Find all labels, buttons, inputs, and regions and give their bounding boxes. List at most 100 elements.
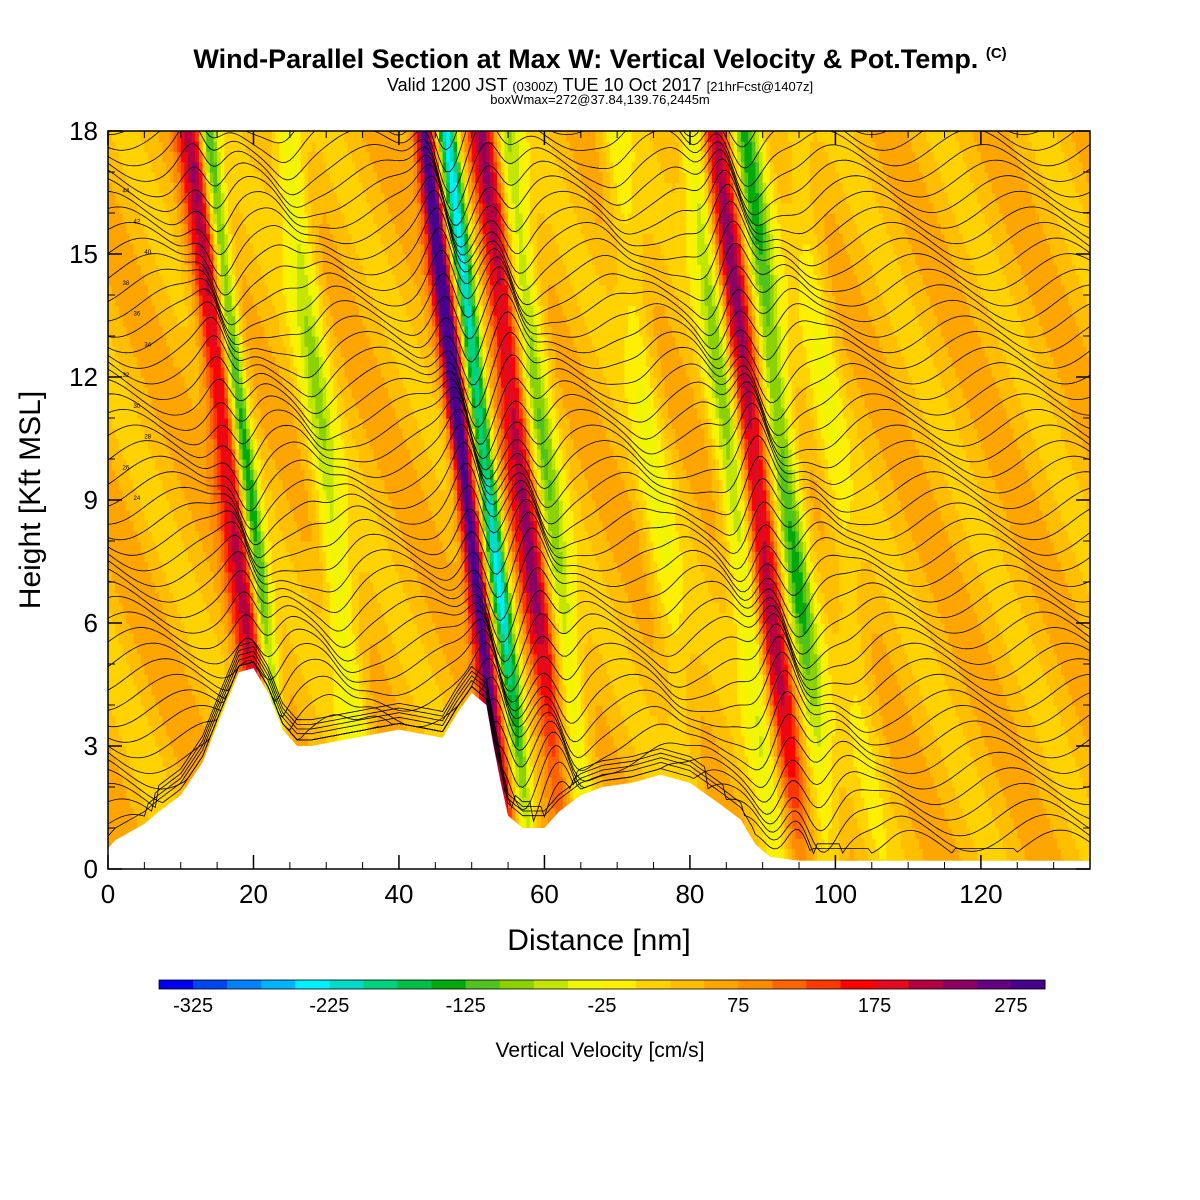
- field-cell: [249, 284, 255, 296]
- field-cell: [257, 243, 262, 255]
- field-cell: [326, 623, 331, 634]
- forecast-info: [21hrFcst@1407z]: [706, 79, 814, 94]
- field-cell: [282, 448, 287, 460]
- field-cell: [195, 202, 200, 214]
- field-cell: [304, 243, 309, 255]
- field-cell: [155, 623, 160, 634]
- field-cell: [111, 643, 116, 655]
- field-cell: [238, 479, 244, 491]
- field-cell: [300, 684, 305, 696]
- field-cell: [315, 182, 320, 194]
- field-cell: [351, 530, 356, 542]
- field-cell: [202, 592, 207, 604]
- field-cell: [206, 274, 211, 286]
- field-cell: [337, 305, 342, 317]
- field-cell: [213, 459, 218, 470]
- field-cell: [235, 438, 240, 450]
- field-cell: [115, 797, 120, 809]
- field-cell: [286, 664, 291, 675]
- field-cell: [173, 694, 178, 706]
- field-cell: [308, 623, 313, 634]
- field-cell: [224, 469, 229, 481]
- field-cell: [108, 356, 113, 368]
- field-cell: [133, 397, 138, 409]
- field-cell: [108, 756, 113, 768]
- field-cell: [315, 479, 320, 491]
- field-cell: [268, 561, 273, 573]
- field-cell: [188, 582, 193, 593]
- field-cell: [162, 561, 167, 573]
- field-cell: [231, 151, 236, 163]
- field-cell: [209, 418, 215, 429]
- field-cell: [253, 418, 258, 429]
- field-cell: [122, 510, 127, 522]
- field-cell: [224, 448, 229, 460]
- field-cell: [318, 684, 324, 696]
- field-cell: [278, 479, 284, 491]
- field-cell: [137, 787, 142, 798]
- field-cell: [166, 510, 171, 522]
- field-cell: [137, 500, 142, 511]
- field-cell: [126, 366, 131, 378]
- field-cell: [137, 131, 142, 142]
- field-cell: [253, 541, 258, 552]
- field-cell: [158, 315, 164, 327]
- field-cell: [188, 561, 193, 573]
- field-cell: [282, 592, 287, 604]
- field-cell: [318, 735, 324, 747]
- field-cell: [355, 582, 360, 593]
- field-cell: [111, 530, 116, 542]
- field-cell: [315, 551, 320, 563]
- field-cell: [166, 182, 171, 194]
- field-cell: [322, 141, 327, 153]
- field-cell: [253, 346, 258, 358]
- field-cell: [195, 151, 200, 163]
- field-cell: [206, 182, 211, 194]
- field-cell: [184, 397, 189, 409]
- field-cell: [133, 141, 138, 153]
- field-cell: [166, 295, 171, 306]
- field-cell: [242, 141, 247, 153]
- field-cell: [126, 664, 131, 675]
- field-cell: [286, 428, 291, 440]
- field-cell: [322, 418, 327, 429]
- field-cell: [137, 325, 142, 337]
- field-cell: [268, 623, 273, 634]
- field-cell: [228, 141, 233, 153]
- field-cell: [209, 346, 215, 358]
- field-cell: [326, 602, 331, 614]
- field-cell: [278, 315, 284, 327]
- field-cell: [257, 254, 262, 265]
- field-cell: [191, 192, 196, 204]
- field-cell: [118, 131, 124, 142]
- field-cell: [195, 213, 200, 224]
- field-cell: [351, 664, 356, 675]
- field-cell: [133, 243, 138, 255]
- field-cell: [173, 756, 178, 768]
- field-cell: [111, 387, 116, 399]
- field-cell: [202, 202, 207, 214]
- field-cell: [326, 612, 331, 624]
- field-cell: [108, 807, 113, 819]
- field-cell: [315, 694, 320, 706]
- field-cell: [260, 254, 265, 265]
- field-cell: [180, 623, 185, 634]
- field-cell: [166, 664, 171, 675]
- field-cell: [308, 530, 313, 542]
- field-cell: [213, 325, 218, 337]
- field-cell: [344, 161, 349, 173]
- field-cell: [177, 346, 182, 358]
- field-cell: [195, 725, 200, 737]
- field-cell: [217, 510, 222, 522]
- field-cell: [166, 643, 171, 655]
- field-cell: [278, 141, 284, 153]
- field-cell: [148, 582, 153, 593]
- field-cell: [333, 582, 338, 593]
- field-cell: [111, 705, 116, 716]
- field-cell: [195, 643, 200, 655]
- field-cell: [275, 489, 280, 501]
- field-cell: [140, 387, 145, 399]
- field-cell: [249, 489, 255, 501]
- field-cell: [111, 776, 116, 788]
- field-cell: [318, 192, 324, 204]
